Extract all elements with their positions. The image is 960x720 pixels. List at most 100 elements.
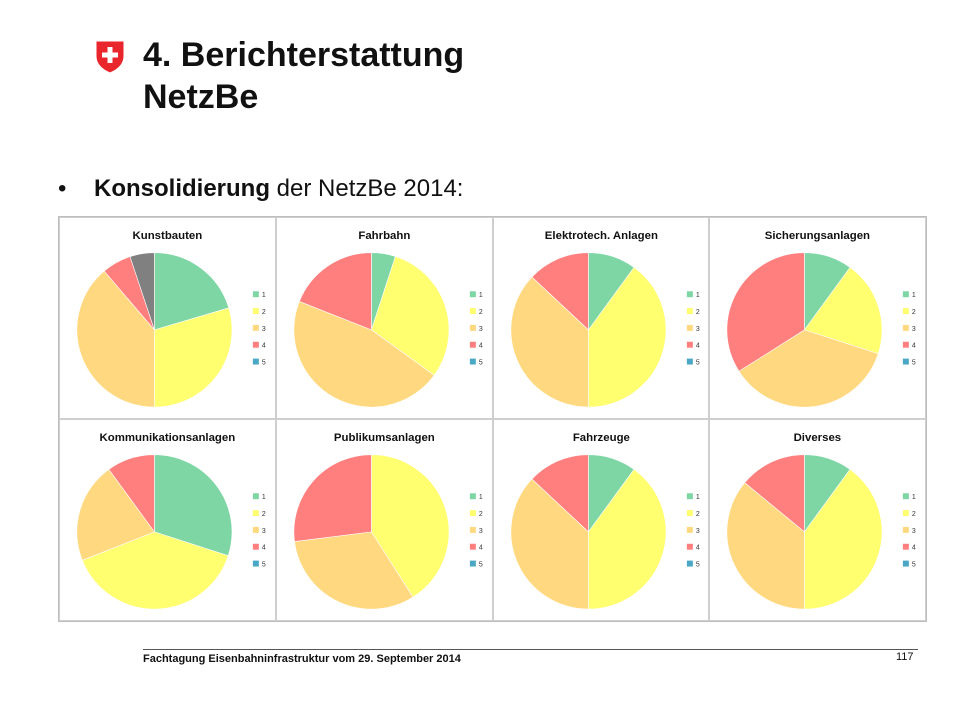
legend-label-3: 3 bbox=[479, 326, 483, 333]
legend-label-3: 3 bbox=[695, 326, 699, 333]
legend-swatch-1 bbox=[252, 493, 259, 500]
chart-title: Publikumsanlagen bbox=[334, 432, 435, 444]
chart-title: Diverses bbox=[794, 432, 842, 444]
legend-swatch-3 bbox=[252, 526, 259, 533]
legend-swatch-2 bbox=[686, 510, 693, 517]
legend-label-4: 4 bbox=[479, 545, 483, 552]
legend-label-4: 4 bbox=[912, 343, 916, 350]
pie-slice-3 bbox=[76, 270, 155, 408]
legend-swatch-1 bbox=[686, 493, 693, 500]
legend-swatch-4 bbox=[252, 543, 259, 550]
bullet-text: der NetzBe 2014: bbox=[270, 175, 464, 202]
legend-label-2: 2 bbox=[262, 309, 266, 316]
legend-swatch-3 bbox=[903, 324, 910, 331]
legend-label-1: 1 bbox=[695, 292, 699, 299]
page-title-line-2: NetzBe bbox=[143, 78, 259, 116]
pie-slice-3 bbox=[738, 329, 879, 408]
pie-slice-4 bbox=[298, 252, 372, 331]
pie-chart-grid: Kunstbauten 1 2 3 4 5 Fahrbahn 1 2 3 4 5 Elektrotech… bbox=[58, 216, 927, 622]
legend-swatch-1 bbox=[469, 291, 476, 298]
pie-chart-panel: Sicherungsanlagen 1 2 3 4 5 bbox=[709, 217, 926, 419]
legend-label-1: 1 bbox=[262, 292, 266, 299]
pie-slice-4 bbox=[726, 252, 805, 372]
legend-label-1: 1 bbox=[479, 494, 483, 501]
legend-label-5: 5 bbox=[695, 360, 699, 367]
legend-label-1: 1 bbox=[695, 494, 699, 501]
legend-swatch-2 bbox=[252, 308, 259, 315]
legend-label-3: 3 bbox=[479, 528, 483, 535]
legend-swatch-5 bbox=[252, 358, 259, 365]
bullet-point: • Konsolidierung der NetzBe 2014: bbox=[58, 172, 463, 206]
legend-swatch-5 bbox=[686, 560, 693, 567]
legend-swatch-1 bbox=[903, 493, 910, 500]
legend-label-2: 2 bbox=[912, 511, 916, 518]
legend-label-4: 4 bbox=[912, 545, 916, 552]
bullet-bold-text: Konsolidierung bbox=[94, 175, 270, 202]
pie-chart: Publikumsanlagen 1 2 3 4 5 bbox=[293, 432, 483, 610]
page-title: 4. Berichterstattung NetzBe bbox=[143, 34, 743, 118]
legend-swatch-2 bbox=[903, 510, 910, 517]
pie-chart: Sicherungsanlagen 1 2 3 4 5 bbox=[726, 230, 916, 408]
pie-slice-1 bbox=[154, 454, 233, 557]
pie-slice-2 bbox=[154, 307, 233, 408]
pie-slice-5 bbox=[129, 252, 155, 330]
chart-title: Kommunikationsanlagen bbox=[100, 432, 236, 444]
page-number: 117 bbox=[896, 651, 914, 663]
pie-slice-2 bbox=[587, 468, 666, 610]
legend-label-5: 5 bbox=[479, 562, 483, 569]
legend-label-1: 1 bbox=[912, 494, 916, 501]
legend-label-1: 1 bbox=[262, 494, 266, 501]
legend-swatch-5 bbox=[252, 560, 259, 567]
pie-slice-4 bbox=[108, 454, 155, 533]
legend-label-5: 5 bbox=[912, 360, 916, 367]
legend-swatch-4 bbox=[469, 341, 476, 348]
legend-label-3: 3 bbox=[695, 528, 699, 535]
legend-swatch-5 bbox=[903, 358, 910, 365]
legend-label-5: 5 bbox=[695, 562, 699, 569]
pie-chart-panel: Kommunikationsanlagen 1 2 3 4 5 bbox=[59, 419, 276, 621]
legend-label-2: 2 bbox=[695, 511, 699, 518]
legend-swatch-3 bbox=[686, 526, 693, 533]
pie-chart: Kommunikationsanlagen 1 2 3 4 5 bbox=[76, 432, 266, 610]
legend-label-4: 4 bbox=[695, 545, 699, 552]
pie-slice-2 bbox=[81, 531, 229, 610]
pie-slice-3 bbox=[293, 301, 435, 408]
pie-slice-2 bbox=[804, 266, 883, 355]
pie-chart-panel: Publikumsanlagen 1 2 3 4 5 bbox=[275, 419, 493, 621]
swiss-coat-of-arms-icon bbox=[95, 40, 125, 74]
legend-swatch-2 bbox=[686, 308, 693, 315]
legend-swatch-5 bbox=[469, 358, 476, 365]
legend-label-1: 1 bbox=[479, 292, 483, 299]
legend-label-2: 2 bbox=[479, 511, 483, 518]
legend-label-3: 3 bbox=[912, 528, 916, 535]
legend-swatch-3 bbox=[686, 324, 693, 331]
legend-label-4: 4 bbox=[695, 343, 699, 350]
pie-chart-panel: Fahrbahn 1 2 3 4 5 bbox=[275, 217, 493, 419]
legend-swatch-2 bbox=[469, 510, 476, 517]
legend-label-5: 5 bbox=[479, 360, 483, 367]
pie-slice-2 bbox=[804, 468, 883, 610]
legend-label-5: 5 bbox=[912, 562, 916, 569]
legend-swatch-3 bbox=[469, 526, 476, 533]
bullet-marker: • bbox=[58, 175, 67, 202]
legend-swatch-5 bbox=[686, 358, 693, 365]
pie-chart: Kunstbauten 1 2 3 4 5 bbox=[76, 230, 266, 408]
pie-chart-panel: Diverses 1 2 3 4 5 bbox=[709, 419, 926, 621]
footer-divider bbox=[143, 649, 918, 650]
legend-label-1: 1 bbox=[912, 292, 916, 299]
legend-swatch-4 bbox=[469, 543, 476, 550]
pie-chart-panel: Elektrotech. Anlagen 1 2 3 4 5 bbox=[492, 217, 710, 419]
chart-title: Elektrotech. Anlagen bbox=[544, 230, 657, 242]
legend-label-2: 2 bbox=[912, 309, 916, 316]
chart-title: Sicherungsanlagen bbox=[765, 230, 870, 242]
pie-chart: Elektrotech. Anlagen 1 2 3 4 5 bbox=[510, 230, 699, 408]
pie-slice-3 bbox=[510, 276, 589, 408]
pie-slice-2 bbox=[370, 454, 450, 598]
legend-label-2: 2 bbox=[262, 511, 266, 518]
legend-label-5: 5 bbox=[262, 562, 266, 569]
pie-slice-2 bbox=[587, 266, 666, 408]
legend-swatch-1 bbox=[469, 493, 476, 500]
page-title-line-1: 4. Berichterstattung bbox=[143, 36, 465, 74]
legend-swatch-1 bbox=[686, 291, 693, 298]
legend-label-2: 2 bbox=[479, 309, 483, 316]
